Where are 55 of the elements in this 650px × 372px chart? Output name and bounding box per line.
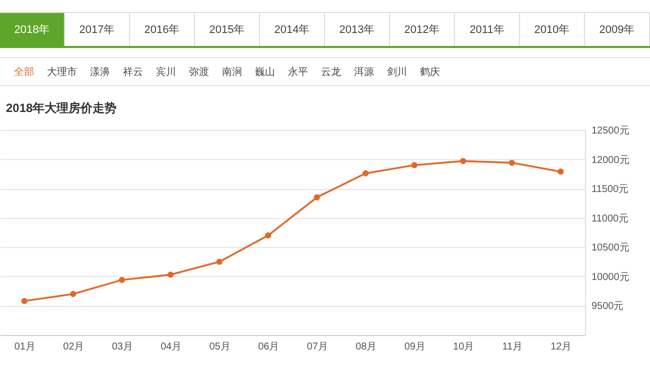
text: 全部 [14,66,34,78]
x-tick-label: 10月 [453,342,474,352]
chart-title: 2018年大理房价走势 [6,100,118,117]
text: 祥云 [123,66,143,78]
text: 弥渡 [189,66,209,78]
text: 2017年 [65,12,130,46]
x-tick-label: 11月 [502,342,523,352]
x-tick-label: 02月 [63,342,84,352]
x-tick-label: 09月 [404,342,426,352]
text: 宾川 [156,66,176,78]
point [460,158,466,164]
x-tick-label: 01月 [14,342,36,352]
y-tick-label: 12000元 [592,154,630,166]
y-tick-label: 12500元 [592,126,630,136]
point [70,290,76,298]
x-tick-label: 08月 [356,342,377,352]
text: 剑川 [387,66,407,78]
x-tick-label: 04月 [160,342,182,352]
point [508,160,515,166]
text: 南涧 [222,66,242,78]
text: 鹤庆 [420,66,440,78]
text: 2015年 [195,12,260,46]
y-tick-label: 10500元 [592,242,630,254]
text: 2010年 [520,12,585,46]
point [558,168,564,175]
text: 2011年 [455,12,520,46]
x-tick-label: 05月 [209,342,230,352]
text: 2009年 [585,12,650,46]
y-tick-label: 11000元 [592,213,629,224]
point [362,170,369,176]
y-tick-label: 10000元 [592,272,630,283]
point [314,194,320,200]
point [411,162,418,168]
point [168,272,174,278]
point [216,258,222,265]
point [265,232,272,239]
text: 漾濞 [90,66,110,78]
point [118,276,125,284]
x-tick-label: 07月 [306,342,328,352]
text: 永平 [288,66,308,78]
x-tick-label: 03月 [112,342,133,352]
text: 2016年 [130,12,195,46]
x-tick-label: 06月 [258,342,280,352]
text: 云龙 [321,66,341,78]
text: 大理市 [47,66,77,78]
text: 2013年 [325,12,390,46]
x-tick-label: 12月 [550,342,572,352]
point [21,298,28,304]
y-tick-label: 11500元 [592,184,629,196]
text: 巍山 [255,66,275,78]
text: 2014年 [260,12,325,46]
text: 洱源 [354,66,374,78]
text: 2018年 [0,12,65,46]
text: 2012年 [390,12,455,46]
y-tick-label: 9500元 [592,301,624,312]
